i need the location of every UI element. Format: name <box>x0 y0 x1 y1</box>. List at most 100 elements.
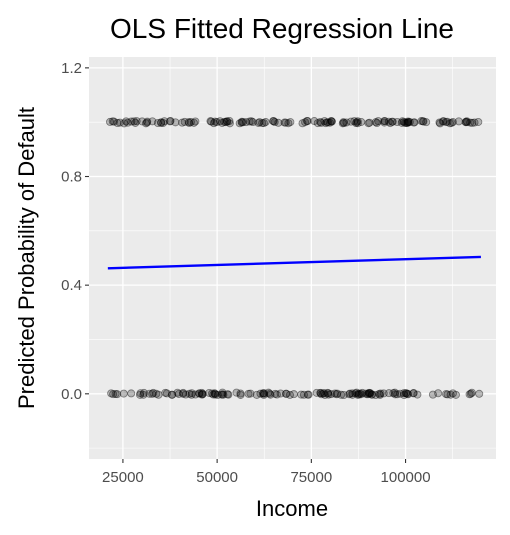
data-point <box>259 119 268 128</box>
data-point <box>409 118 418 127</box>
data-point <box>364 390 373 399</box>
data-point <box>264 388 273 397</box>
data-point <box>232 388 241 397</box>
data-point <box>365 388 374 397</box>
data-point <box>130 117 139 126</box>
data-point <box>198 390 207 399</box>
data-point <box>282 389 291 398</box>
data-point <box>350 117 359 126</box>
data-point <box>187 390 196 399</box>
data-point <box>111 389 120 398</box>
data-point <box>223 117 232 126</box>
data-point <box>323 388 332 397</box>
data-point <box>246 389 255 398</box>
data-point <box>400 117 409 126</box>
data-point <box>403 118 412 127</box>
data-point <box>384 389 393 398</box>
data-point <box>409 389 418 398</box>
data-point <box>179 388 188 397</box>
data-point <box>197 388 206 397</box>
data-point <box>371 118 380 127</box>
data-point <box>320 117 329 126</box>
data-point <box>447 118 456 127</box>
data-point <box>345 389 354 398</box>
data-point <box>218 388 227 397</box>
data-point <box>215 117 224 126</box>
data-point <box>258 389 267 398</box>
data-point <box>209 119 218 128</box>
data-points <box>106 116 484 400</box>
data-point <box>357 390 366 399</box>
data-point <box>333 389 342 398</box>
data-point <box>220 117 229 126</box>
data-point <box>239 118 248 127</box>
data-point <box>259 390 268 399</box>
data-point <box>166 117 175 126</box>
data-point <box>463 118 472 127</box>
data-point <box>110 117 119 126</box>
data-point <box>448 389 457 398</box>
data-point <box>139 388 148 397</box>
data-point <box>368 390 377 399</box>
data-point <box>322 118 331 127</box>
data-point <box>248 118 257 127</box>
data-point <box>417 117 426 126</box>
data-point <box>375 389 384 398</box>
data-point <box>380 118 389 127</box>
data-point <box>245 117 254 126</box>
data-point <box>371 390 380 399</box>
data-point <box>339 119 348 128</box>
data-point <box>353 117 362 126</box>
data-point <box>138 117 147 126</box>
data-point <box>235 119 244 128</box>
data-point <box>303 117 312 126</box>
y-tick-label: 1.2 <box>61 60 82 77</box>
data-point <box>154 390 163 399</box>
data-point <box>208 389 217 398</box>
data-point <box>189 118 198 127</box>
data-point <box>339 391 348 400</box>
data-point <box>313 119 322 128</box>
data-point <box>157 118 166 127</box>
data-point <box>367 390 376 399</box>
data-point <box>223 390 232 399</box>
data-point <box>466 389 475 398</box>
data-point <box>174 389 183 398</box>
y-tick-label: 0.4 <box>61 277 82 294</box>
data-point <box>393 118 402 127</box>
data-point <box>354 390 363 399</box>
axes: 25000 50000 75000 100000 0.0 0.4 0.8 1.2 <box>61 60 430 486</box>
data-point <box>402 118 411 127</box>
data-point <box>365 389 374 398</box>
data-point <box>136 390 145 399</box>
data-point <box>391 390 400 399</box>
data-point <box>466 118 475 127</box>
data-point <box>461 117 470 126</box>
data-point <box>284 119 293 128</box>
data-point <box>225 116 234 125</box>
data-point <box>211 390 220 399</box>
data-point <box>179 389 188 398</box>
data-point <box>167 390 176 399</box>
data-point <box>276 389 285 398</box>
data-point <box>143 117 152 126</box>
data-point <box>327 117 336 126</box>
data-point <box>441 390 450 399</box>
data-point <box>127 117 136 126</box>
data-point <box>448 118 457 127</box>
data-point <box>443 117 452 126</box>
data-point <box>131 118 140 127</box>
data-point <box>465 390 474 399</box>
data-point <box>428 390 437 399</box>
data-point <box>445 119 454 128</box>
data-point <box>389 389 398 398</box>
data-point <box>324 390 333 399</box>
data-point <box>325 118 334 127</box>
data-point <box>159 118 168 127</box>
data-point <box>106 117 115 126</box>
data-point <box>439 117 448 126</box>
data-point <box>462 117 471 126</box>
data-point <box>320 389 329 398</box>
data-point <box>120 119 129 128</box>
x-tick-label: 50000 <box>196 469 238 486</box>
